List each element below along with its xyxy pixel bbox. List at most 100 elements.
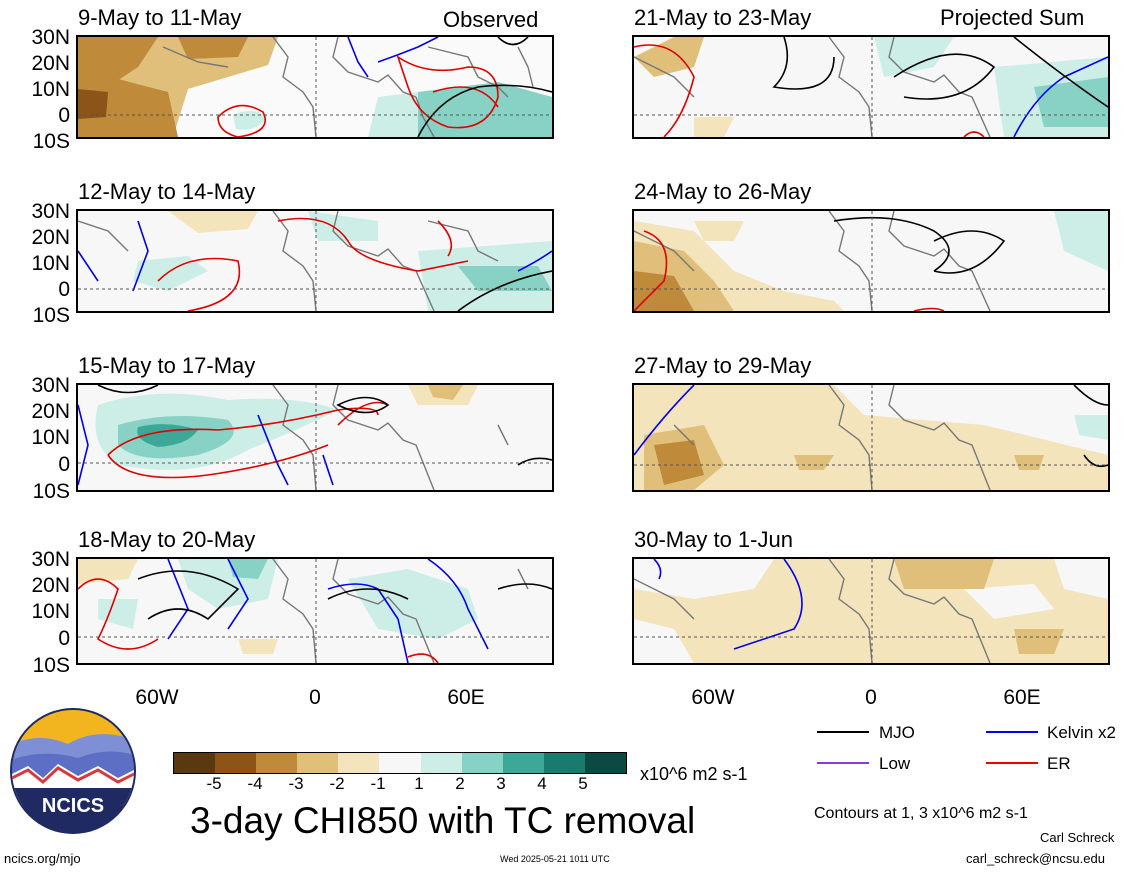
coastlines xyxy=(634,211,991,311)
map-panel-1 xyxy=(76,35,554,139)
map-panel-6 xyxy=(632,209,1110,313)
coastlines xyxy=(634,559,991,663)
colorbar-tick: -1 xyxy=(370,774,386,793)
mjo-contours xyxy=(457,270,552,311)
colorbar-swatch xyxy=(461,753,503,773)
map-panel-4 xyxy=(76,557,554,665)
map-panel-5 xyxy=(632,35,1110,139)
colorbar-tick: -2 xyxy=(329,774,345,793)
legend-label-low: Low xyxy=(879,754,911,773)
lat-label: 10S xyxy=(32,304,70,327)
legend-label-mjo: MJO xyxy=(879,723,915,742)
colorbar-swatch xyxy=(543,753,585,773)
panel-title-8: 30-May to 1-Jun xyxy=(634,527,793,552)
panel-tag-projected: Projected Sum xyxy=(940,5,1085,30)
lon-label-left-60e: 60E xyxy=(447,686,485,709)
legend-swatch-mjo xyxy=(817,731,869,733)
map-graphic xyxy=(78,211,552,311)
colorbar-swatch xyxy=(215,753,257,773)
map-graphic xyxy=(78,385,552,490)
colorbar-tick: -4 xyxy=(247,774,263,793)
mjo-contours xyxy=(137,570,552,621)
panel-title-7: 27-May to 29-May xyxy=(634,353,812,378)
map-graphic xyxy=(634,559,1108,663)
lat-label: 10N xyxy=(31,78,70,101)
lat-label: 0 xyxy=(58,627,70,650)
panel-title-4: 18-May to 20-May xyxy=(78,527,256,552)
map-panel-2 xyxy=(76,209,554,313)
footer-email[interactable]: carl_schreck@ncsu.edu xyxy=(966,851,1105,866)
mjo-contours xyxy=(1073,385,1108,468)
colorbar-units: x10^6 m2 s-1 xyxy=(640,764,748,784)
kelvin-contours xyxy=(634,385,695,456)
mjo-contours xyxy=(97,385,552,466)
coastlines xyxy=(634,37,991,137)
colorbar-swatch xyxy=(584,753,627,773)
logo-text: NCICS xyxy=(42,795,104,817)
footer-url[interactable]: ncics.org/mjo xyxy=(4,851,81,866)
kelvin-contours xyxy=(347,37,439,78)
colorbar-tick: 3 xyxy=(496,774,506,793)
map-graphic xyxy=(634,37,1108,137)
lat-label: 0 xyxy=(58,278,70,301)
colorbar-swatch xyxy=(256,753,298,773)
lat-label: 10N xyxy=(31,600,70,623)
panel-title-5: 21-May to 23-May xyxy=(634,5,812,30)
er-contours xyxy=(634,230,945,311)
er-contours xyxy=(634,44,985,137)
colorbar-tick: 1 xyxy=(414,774,424,793)
colorbar-swatch xyxy=(379,753,421,773)
colorbar-tick: 4 xyxy=(537,774,547,793)
lon-label-left-60w: 60W xyxy=(135,686,179,709)
map-graphic xyxy=(634,211,1108,311)
colorbar-swatch xyxy=(420,753,462,773)
lat-label: 0 xyxy=(58,104,70,127)
lat-label: 10S xyxy=(32,480,70,503)
colorbar-tick: 5 xyxy=(578,774,588,793)
contours-note: Contours at 1, 3 x10^6 m2 s-1 xyxy=(814,805,1028,822)
lat-label: 10N xyxy=(31,426,70,449)
lat-label: 10S xyxy=(32,654,70,677)
coastlines xyxy=(272,559,529,663)
ncics-logo: NCICS xyxy=(8,706,138,836)
legend-label-kelvin: Kelvin x2 xyxy=(1047,723,1116,742)
coastlines xyxy=(272,385,509,490)
colorbar-tick: 2 xyxy=(455,774,465,793)
lat-label: 20N xyxy=(31,400,70,423)
lat-label: 30N xyxy=(31,548,70,571)
ncics-logo-graphic: NCICS xyxy=(10,708,136,834)
lat-label: 10N xyxy=(31,252,70,275)
panel-title-2: 12-May to 14-May xyxy=(78,179,256,204)
lat-label: 10S xyxy=(32,130,70,153)
lat-label: 20N xyxy=(31,226,70,249)
map-graphic xyxy=(634,385,1108,490)
panel-title-6: 24-May to 26-May xyxy=(634,179,812,204)
map-graphic xyxy=(78,559,552,663)
panel-title-1: 9-May to 11-May xyxy=(78,5,242,30)
panel-tag-observed: Observed xyxy=(443,7,539,32)
er-contours xyxy=(157,217,469,311)
lat-label: 20N xyxy=(31,574,70,597)
coastlines xyxy=(673,385,991,490)
map-panel-7 xyxy=(632,383,1110,492)
lat-label: 30N xyxy=(31,200,70,223)
panel-title-3: 15-May to 17-May xyxy=(78,353,256,378)
er-contours xyxy=(107,401,389,479)
lon-label-right-0: 0 xyxy=(865,686,877,709)
colorbar-tick: -3 xyxy=(288,774,304,793)
er-contours xyxy=(78,578,439,663)
lat-label: 30N xyxy=(31,26,70,49)
colorbar-swatch xyxy=(174,753,216,773)
main-title: 3-day CHI850 with TC removal xyxy=(190,800,696,841)
map-panel-3 xyxy=(76,383,554,492)
colorbar-tick: -5 xyxy=(206,774,222,793)
lat-label: 0 xyxy=(58,453,70,476)
map-graphic xyxy=(78,37,552,137)
lon-label-right-60w: 60W xyxy=(691,686,735,709)
mjo-contours xyxy=(833,216,1006,274)
mjo-contours xyxy=(772,37,1108,108)
kelvin-contours xyxy=(1013,56,1108,137)
colorbar xyxy=(173,752,627,774)
coastlines xyxy=(162,37,534,137)
mjo-contours xyxy=(417,37,552,137)
